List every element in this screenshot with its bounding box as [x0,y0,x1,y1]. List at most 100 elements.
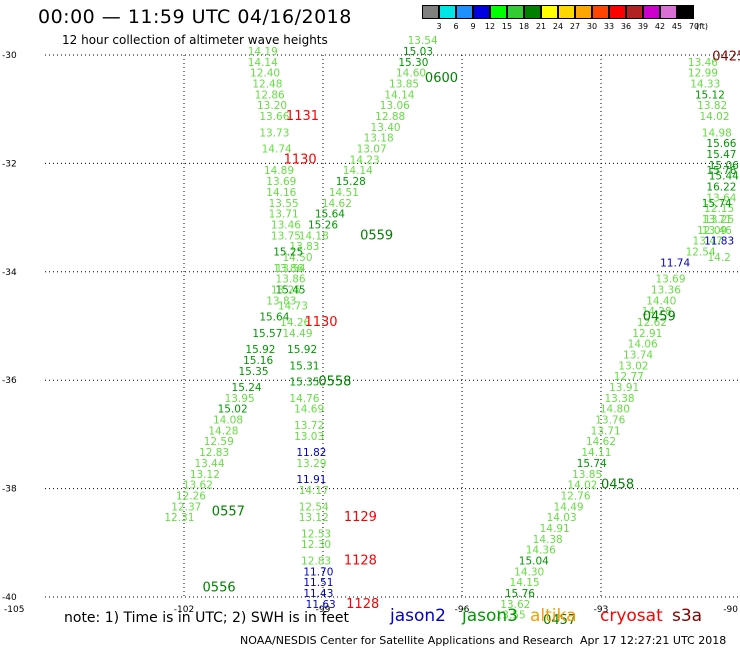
color-scale-label: 30 [586,22,598,31]
time-label: 0600 [425,71,458,86]
time-label: 1130 [304,315,337,330]
color-scale-label: 6 [453,22,459,31]
swh-value-label: 14.73 [278,301,308,313]
color-scale-swatch [558,5,575,19]
color-scale-label: 24 [552,22,564,31]
x-tick-label: -90 [723,605,738,615]
swh-value-label: 14.18 [299,230,329,242]
legend-cryosat: cryosat [600,606,663,626]
color-scale-label: 45 [671,22,683,31]
swh-value-label: 14.89 [264,165,294,177]
time-label: 1128 [346,597,379,612]
color-scale-swatch [626,5,643,19]
swh-value-label: 14.16 [266,187,296,199]
x-tick-label: -93 [594,605,609,615]
y-tick-label: -30 [2,51,17,61]
color-scale-label: 3 [436,22,442,31]
swh-value-label: 14.69 [294,404,324,416]
legend-altika: altika [530,606,577,626]
swh-value-label: 16.22 [706,182,736,194]
swh-value-label: 14.26 [280,317,310,329]
color-scale-swatch [643,5,660,19]
swh-value-label: 14.23 [350,154,380,166]
swh-value-label: 13.72 [294,420,324,432]
swh-value-label: 14.76 [289,393,319,405]
swh-value-label: 14.02 [567,480,597,492]
color-scale-label: 27 [569,22,581,31]
color-scale-swatch [541,5,558,19]
color-scale-swatch [473,5,490,19]
swh-value-label: 13.66 [259,111,289,123]
swh-value-label: 13.62 [500,599,530,611]
swh-value-label: 13.85 [572,469,602,481]
swh-value-label: 13.06 [380,100,410,112]
x-tick-label: -96 [455,605,470,615]
swh-value-label: 14.08 [213,415,243,427]
swh-value-label: 14.14 [384,89,414,101]
swh-value-label: 13.25 [704,214,734,226]
swh-value-label: 11.91 [296,474,326,486]
legend-jason2: jason2 [390,606,446,626]
color-scale-swatch [490,5,507,19]
swh-value-label: 13.86 [276,274,306,286]
swh-value-label: 13.36 [651,284,681,296]
color-scale-swatch [660,5,677,19]
swh-value-label: 13.69 [266,176,296,188]
swh-value-label: 13.46 [688,57,718,69]
credit-line: NOAA/NESDIS Center for Satellite Applica… [240,634,574,647]
swh-value-label: 12.86 [255,89,285,101]
time-label: 1129 [344,510,377,525]
page-title: 00:00 — 11:59 UTC 04/16/2018 [38,6,352,28]
color-scale-label: 36 [620,22,632,31]
swh-value-label: 13.18 [364,133,394,145]
color-scale-label: 18 [518,22,530,31]
swh-value-label: 15.92 [287,344,317,356]
color-scale-unit: (ft) [695,22,709,31]
swh-value-label: 12.30 [301,539,331,551]
swh-value-label: 13.75 [271,230,301,242]
color-scale-swatch [524,5,541,19]
color-scale-swatch [456,5,473,19]
swh-value-label: 13.85 [389,79,419,91]
swh-value-label: 12.48 [252,79,282,91]
swh-value-label: 15.35 [238,366,268,378]
color-scale-label: 39 [637,22,649,31]
swh-value-label: 13.83 [289,241,319,253]
swh-value-label: 12.99 [688,68,718,80]
time-label: 0458 [601,478,634,493]
swh-value-label: 11.74 [660,257,690,269]
time-label: 0459 [643,310,676,325]
x-tick-label: -99 [316,605,331,615]
swh-value-label: 13.64 [706,192,736,204]
y-tick-label: -32 [2,159,17,169]
swh-value-label: 12.76 [560,490,590,502]
swh-value-label: 12.54 [686,247,716,259]
legend-jason3: jason3 [462,606,518,626]
time-label: 0558 [318,375,351,390]
footnote: note: 1) Time is in UTC; 2) SWH is in fe… [64,610,350,626]
swh-value-label: 14.50 [282,252,312,264]
y-tick-label: -38 [2,485,17,495]
swh-value-label: 13.55 [269,198,299,210]
swh-value-label: 13.83 [266,295,296,307]
swh-value-label: 14.91 [540,523,570,535]
time-label: 0425 [712,49,740,64]
color-scale-swatch [592,5,609,19]
swh-value-label: 13.76 [595,415,625,427]
swh-value-label: 13.40 [371,122,401,134]
swh-value-label: 14.33 [690,79,720,91]
swh-value-label: 13.71 [591,425,621,437]
swh-value-label: 15.04 [519,555,549,567]
swh-value-label: 13.95 [225,393,255,405]
swh-value-label: 15.28 [336,176,366,188]
swh-value-label: 15.74 [577,458,607,470]
swh-value-label: 13.71 [269,209,299,221]
time-label: 0556 [203,581,236,596]
swh-value-label: 13.47 [693,236,723,248]
swh-value-label: 12.59 [204,436,234,448]
time-label: 1130 [284,152,317,167]
swh-value-label: 15.64 [259,312,289,324]
swh-value-label: 13.62 [183,480,213,492]
swh-value-label: 15.25 [273,247,303,259]
legend-s3a: s3a [672,606,703,626]
